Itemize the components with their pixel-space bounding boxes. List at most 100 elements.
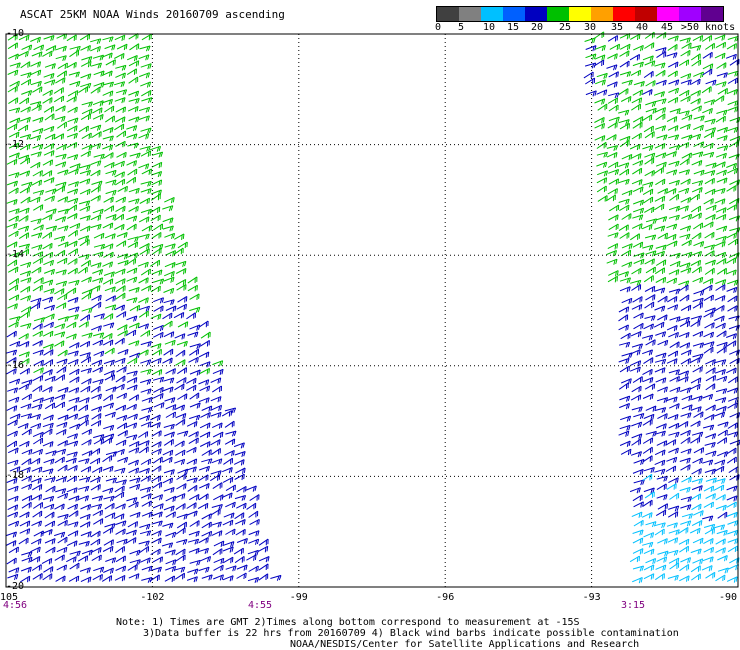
wind-barb-staff (33, 44, 44, 51)
wind-barb-staff (642, 541, 653, 546)
wind-barb-staff (165, 495, 176, 502)
wind-barb-flag (123, 65, 127, 71)
wind-barb-flag (243, 474, 245, 480)
wind-barb-flag (677, 269, 680, 275)
wind-barb-flag (684, 377, 687, 383)
wind-barb-flag (144, 262, 147, 268)
wind-barb-staff (270, 574, 282, 579)
wind-barb-staff (726, 232, 737, 239)
wind-barb-flag (37, 163, 39, 169)
wind-barb-flag (17, 208, 20, 214)
wind-barb-flag (678, 253, 681, 259)
wind-barb-flag (198, 402, 201, 408)
wind-barb-staff (18, 207, 30, 213)
wind-barb-flag (243, 487, 245, 493)
wind-barb-flag (74, 556, 77, 562)
wind-barb-flag (636, 280, 640, 286)
wind-barb-flag (96, 459, 99, 465)
wind-barb-flag (85, 415, 87, 421)
wind-barb-flag (160, 162, 163, 168)
wind-barb-staff (716, 341, 728, 347)
wind-barb-staff (225, 501, 236, 508)
wind-barb-flag (159, 448, 162, 454)
wind-barb-flag (193, 448, 195, 454)
wind-barb-flag (196, 344, 199, 350)
wind-barb-staff (116, 422, 127, 430)
wind-barb-staff (213, 494, 224, 501)
wind-barb-staff (165, 250, 176, 256)
wind-barb-staff (714, 304, 725, 312)
wind-barb-flag (121, 305, 124, 311)
wind-barb-staff (113, 81, 125, 86)
wind-barb-staff (704, 442, 716, 446)
wind-barb-flag (592, 46, 595, 52)
wind-barb-flag (149, 188, 152, 194)
wind-barb-flag (158, 414, 161, 421)
wind-barb-staff (57, 316, 69, 321)
colorbar-label: 15 (506, 22, 520, 33)
wind-barb-flag (88, 352, 91, 358)
wind-barb-flag (159, 475, 162, 481)
wind-barb-staff (128, 98, 140, 102)
wind-barb-flag (722, 208, 725, 214)
wind-barb-flag (675, 522, 678, 528)
wind-barb-flag (124, 565, 127, 572)
wind-barb-staff (20, 261, 31, 267)
wind-barb-flag (65, 358, 68, 365)
wind-barb-staff (655, 107, 666, 113)
wind-barb-staff (177, 393, 188, 400)
wind-barb-flag (229, 478, 232, 484)
wind-barb-flag (195, 548, 198, 555)
wind-barb-flag (642, 312, 644, 318)
wind-barb-flag (15, 295, 18, 301)
wind-barb-flag (665, 397, 669, 403)
wind-barb-flag (276, 575, 280, 581)
wind-barb-staff (114, 491, 124, 499)
wind-barb-staff (126, 267, 138, 274)
wind-barb-staff (716, 346, 727, 354)
wind-barb-staff (715, 41, 726, 49)
wind-barb-staff (258, 573, 268, 581)
wind-barb-flag (99, 567, 103, 573)
wind-barb-flag (625, 179, 628, 185)
wind-barb-staff (654, 430, 666, 435)
wind-barb-flag (160, 244, 164, 250)
wind-barb-flag (114, 190, 117, 196)
wind-barb-flag (123, 97, 126, 103)
wind-barb-flag (99, 340, 102, 346)
wind-barb-flag (123, 278, 126, 284)
wind-barb-flag (49, 496, 53, 502)
wind-barb-staff (90, 476, 101, 483)
wind-barb-flag (14, 448, 17, 454)
wind-barb-flag (687, 306, 690, 312)
wind-barb-staff (618, 178, 630, 184)
wind-barb-staff (210, 439, 221, 446)
wind-barb-flag (639, 421, 643, 428)
wind-barb-flag (221, 369, 224, 375)
wind-barb-staff (91, 359, 102, 365)
wind-barb-staff (141, 577, 153, 581)
wind-barb-flag (638, 366, 641, 372)
wind-barb-staff (693, 447, 704, 454)
wind-barb-staff (641, 512, 653, 518)
wind-barb-flag (75, 496, 78, 502)
wind-barb-staff (79, 164, 91, 169)
wind-barb-flag (135, 91, 138, 97)
wind-barb-staff (656, 51, 666, 59)
wind-barb-staff (715, 405, 727, 411)
wind-barb-flag (135, 404, 137, 410)
wind-barb-staff (608, 71, 619, 78)
wind-barb-staff (594, 44, 606, 50)
wind-barb-flag (39, 70, 42, 76)
wind-barb-flag (97, 504, 101, 510)
wind-barb-flag (29, 403, 32, 409)
wind-barb-staff (678, 110, 690, 115)
wind-barb-flag (122, 224, 125, 230)
wind-barb-staff (140, 341, 152, 346)
wind-barb-flag (639, 538, 642, 544)
wind-barb-staff (78, 540, 90, 545)
wind-barb-flag (256, 577, 260, 583)
wind-barb-flag (663, 441, 666, 447)
wind-barb-staff (126, 133, 138, 139)
wind-barb-flag (15, 303, 18, 309)
